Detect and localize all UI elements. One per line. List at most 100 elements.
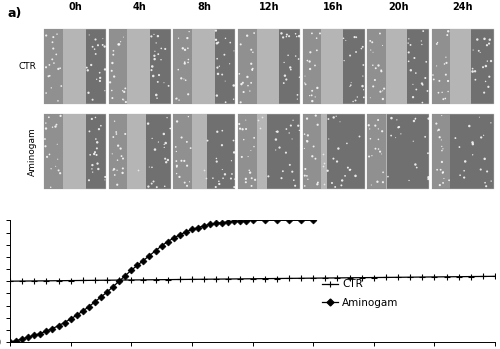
Point bbox=[92, 76, 100, 82]
Point bbox=[218, 72, 226, 77]
Point bbox=[374, 63, 382, 68]
Text: Aminogam: Aminogam bbox=[28, 127, 36, 176]
Point bbox=[366, 126, 374, 132]
Point bbox=[54, 66, 62, 72]
Point bbox=[98, 42, 106, 48]
Point bbox=[108, 95, 116, 101]
Point bbox=[90, 46, 98, 52]
Point bbox=[50, 46, 58, 51]
Point bbox=[202, 176, 210, 181]
Point bbox=[161, 46, 169, 52]
Point bbox=[418, 100, 426, 105]
Point bbox=[272, 137, 280, 142]
Point bbox=[301, 173, 309, 178]
Point bbox=[444, 32, 452, 38]
Point bbox=[424, 176, 432, 182]
Point bbox=[288, 169, 296, 174]
Point bbox=[218, 167, 226, 172]
Point bbox=[172, 164, 180, 170]
Point bbox=[344, 165, 352, 170]
Point bbox=[215, 178, 223, 184]
Point bbox=[264, 173, 272, 179]
Point bbox=[172, 96, 180, 102]
Point bbox=[466, 123, 473, 129]
Point bbox=[151, 49, 159, 54]
Point bbox=[235, 121, 243, 127]
Point bbox=[376, 89, 384, 95]
Point bbox=[306, 66, 314, 72]
CTR bbox=[395, 275, 401, 280]
Point bbox=[288, 136, 296, 142]
Point bbox=[392, 135, 400, 140]
Aminogam bbox=[86, 305, 92, 309]
CTR bbox=[480, 274, 486, 279]
Point bbox=[439, 180, 447, 186]
CTR bbox=[177, 277, 183, 282]
Point bbox=[251, 177, 259, 183]
Point bbox=[480, 36, 488, 42]
Point bbox=[438, 170, 446, 176]
Point bbox=[52, 124, 60, 129]
Point bbox=[368, 153, 376, 158]
Point bbox=[304, 58, 312, 64]
CTR bbox=[334, 276, 340, 280]
Bar bbox=[44, 29, 62, 104]
Aminogam bbox=[146, 253, 152, 258]
Point bbox=[216, 181, 224, 187]
Text: 8h: 8h bbox=[198, 2, 211, 12]
CTR bbox=[346, 276, 352, 280]
Point bbox=[88, 169, 96, 175]
Point bbox=[282, 77, 290, 82]
Point bbox=[358, 44, 366, 50]
Bar bbox=[173, 113, 192, 189]
Point bbox=[352, 49, 360, 55]
Point bbox=[482, 63, 490, 69]
Point bbox=[92, 37, 100, 42]
Point bbox=[279, 169, 287, 174]
Point bbox=[150, 53, 158, 59]
Point bbox=[300, 80, 308, 86]
Point bbox=[56, 170, 64, 176]
Point bbox=[429, 72, 437, 78]
Aminogam bbox=[110, 284, 116, 289]
Point bbox=[172, 144, 179, 150]
Point bbox=[180, 158, 188, 164]
Point bbox=[487, 58, 495, 64]
Point bbox=[160, 142, 168, 147]
Bar bbox=[108, 29, 171, 104]
Aminogam bbox=[25, 335, 31, 339]
Bar bbox=[62, 29, 86, 104]
CTR bbox=[322, 276, 328, 280]
Point bbox=[247, 148, 255, 153]
Point bbox=[338, 178, 346, 183]
Point bbox=[242, 179, 250, 185]
Point bbox=[282, 150, 290, 155]
Point bbox=[230, 184, 238, 190]
Point bbox=[58, 83, 66, 89]
Aminogam bbox=[213, 221, 219, 225]
Point bbox=[108, 151, 116, 157]
Point bbox=[366, 38, 374, 44]
CTR bbox=[383, 275, 389, 280]
Point bbox=[101, 177, 109, 183]
CTR bbox=[468, 274, 474, 279]
CTR bbox=[56, 279, 62, 283]
Point bbox=[50, 60, 58, 66]
Point bbox=[468, 140, 476, 145]
Bar bbox=[192, 29, 214, 104]
Point bbox=[308, 154, 316, 159]
Point bbox=[294, 56, 302, 62]
Point bbox=[438, 159, 446, 165]
Point bbox=[236, 99, 244, 105]
Point bbox=[378, 128, 386, 134]
Point bbox=[106, 80, 114, 85]
CTR bbox=[213, 277, 219, 281]
Bar bbox=[450, 29, 471, 104]
Bar bbox=[302, 113, 321, 189]
Point bbox=[213, 56, 221, 61]
Line: CTR: CTR bbox=[7, 274, 498, 284]
Point bbox=[42, 126, 50, 131]
Point bbox=[468, 69, 476, 74]
Point bbox=[286, 65, 294, 70]
CTR bbox=[286, 276, 292, 281]
